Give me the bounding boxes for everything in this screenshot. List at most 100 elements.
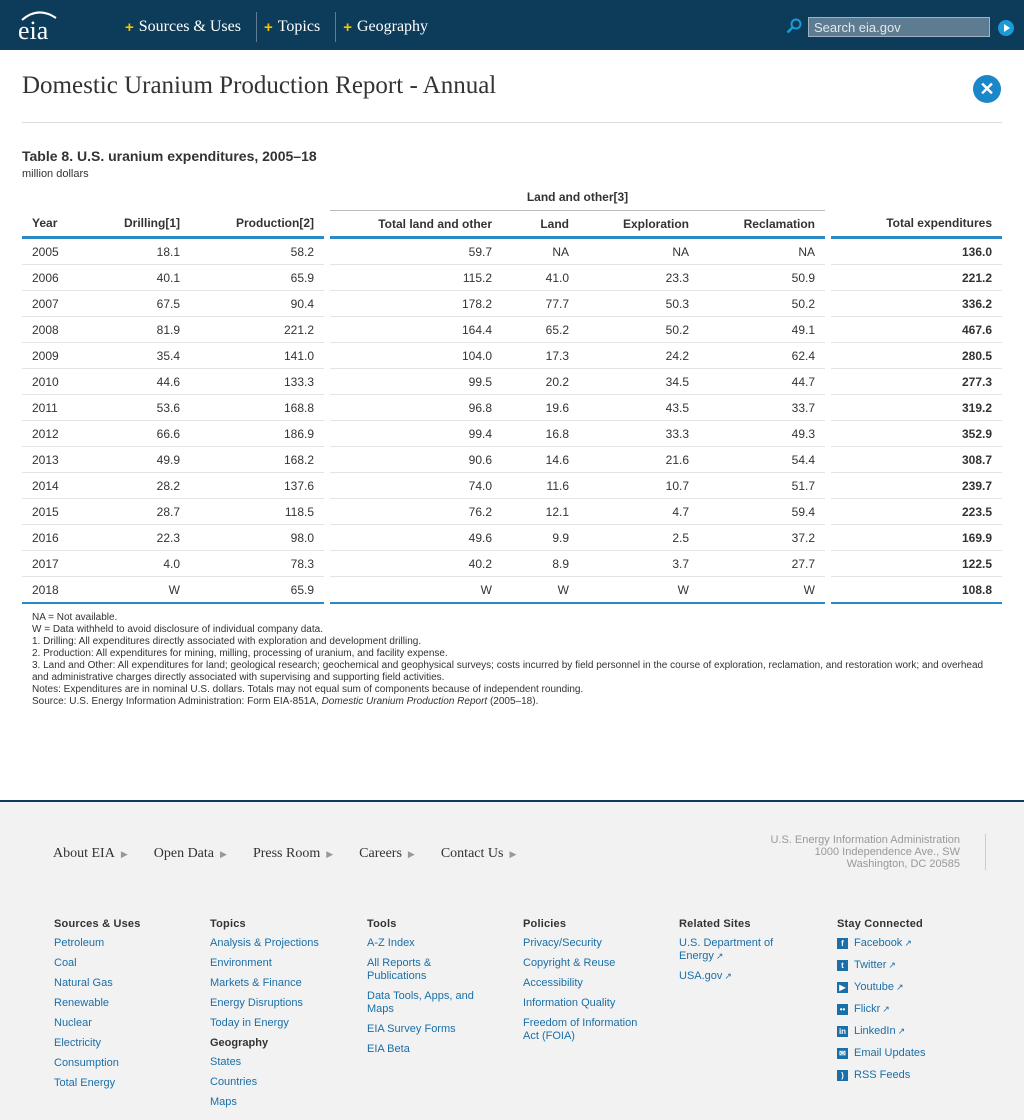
value-cell: 96.8 [330, 394, 502, 421]
footer-related-link[interactable]: USA.gov ↗ [679, 970, 789, 983]
footer-policies-link[interactable]: Information Quality [523, 997, 653, 1010]
top-navigation-bar: eia + Sources & Uses + Topics + Geography [0, 0, 1024, 50]
value-cell: 20.2 [502, 368, 579, 395]
close-button[interactable]: ✕ [973, 75, 1001, 103]
eia-logo[interactable]: eia [16, 6, 60, 45]
source-text: Source: U.S. Energy Information Administ… [32, 696, 322, 707]
value-cell: 81.9 [92, 316, 190, 343]
year-cell: 2008 [22, 316, 92, 343]
footer-link-label: Press Room [252, 846, 321, 861]
value-cell: 50.9 [699, 264, 825, 291]
social-link[interactable]: ▶ Youtube ↗ [837, 981, 977, 994]
value-cell: 51.7 [699, 472, 825, 499]
value-cell: NA [699, 237, 825, 265]
caret-right-icon: ▶ [220, 849, 227, 859]
note: 3. Land and Other: All expenditures for … [32, 660, 984, 683]
value-cell: 352.9 [831, 420, 1002, 447]
value-cell: W [330, 576, 502, 604]
value-cell: 66.6 [92, 420, 190, 447]
year-cell: 2012 [22, 420, 92, 447]
footer-topics-link[interactable]: Markets & Finance [210, 977, 350, 990]
link-label: Renewable [54, 997, 110, 1009]
value-cell: 16.8 [502, 420, 579, 447]
footer-sources-link[interactable]: Nuclear [54, 1017, 194, 1030]
footer-policies-link[interactable]: Freedom of Information Act (FOIA) [523, 1017, 653, 1043]
value-cell: 99.4 [330, 420, 502, 447]
footer-sources-link[interactable]: Total Energy [54, 1077, 194, 1090]
link-label: Consumption [54, 1057, 119, 1069]
table-row: 2005 18.1 58.2 59.7 NA NA NA 136.0 [22, 237, 1002, 265]
link-label: Email Updates [854, 1047, 926, 1059]
link-label: Petroleum [54, 937, 105, 949]
footer-sources-link[interactable]: Natural Gas [54, 977, 194, 990]
value-cell: 164.4 [330, 316, 502, 343]
external-link-icon: ↗ [895, 982, 904, 992]
source-note: Source: U.S. Energy Information Administ… [32, 696, 992, 708]
footer-policies-link[interactable]: Accessibility [523, 977, 653, 990]
footer-geography-link[interactable]: Maps [210, 1096, 350, 1109]
value-cell: 53.6 [92, 394, 190, 421]
footer-sources-link[interactable]: Coal [54, 957, 194, 970]
footer-link-contact[interactable]: Contact Us ▶ [441, 846, 517, 862]
note: Notes: Expenditures are in nominal U.S. … [32, 684, 584, 695]
footer-tools-link[interactable]: EIA Beta [367, 1043, 477, 1056]
footer-sources-link[interactable]: Electricity [54, 1037, 194, 1050]
footer-link-about[interactable]: About EIA ▶ [53, 846, 128, 862]
social-link[interactable]: f Facebook ↗ [837, 937, 977, 950]
link-label: Facebook [854, 937, 903, 949]
footer-policies-link[interactable]: Privacy/Security [523, 937, 653, 950]
value-cell: 43.5 [579, 394, 699, 421]
footer-link-open-data[interactable]: Open Data ▶ [154, 846, 227, 862]
caret-right-icon: ▶ [120, 849, 128, 859]
footer-tools-link[interactable]: EIA Survey Forms [367, 1023, 477, 1036]
footer-col-topics: Topics Analysis & Projections Environment… [210, 918, 350, 1116]
external-link-icon: ↗ [882, 1004, 890, 1014]
value-cell: 239.7 [831, 472, 1002, 499]
year-cell: 2011 [22, 394, 92, 421]
link-label: All Reports & Publications [367, 957, 432, 982]
search-submit-button[interactable] [998, 20, 1014, 36]
social-link[interactable]: t Twitter ↗ [837, 959, 977, 972]
footer-col-heading: Stay Connected [837, 918, 923, 930]
footer-topics-link[interactable]: Energy Disruptions [210, 997, 350, 1010]
nav-sources-uses[interactable]: + Sources & Uses [118, 12, 257, 42]
footer-link-careers[interactable]: Careers ▶ [359, 846, 415, 862]
footer-policies-link[interactable]: Copyright & Reuse [523, 957, 653, 970]
social-link[interactable]: in LinkedIn ↗ [837, 1025, 977, 1038]
social-link[interactable]: ✉ Email Updates [837, 1047, 977, 1060]
footer-related-link[interactable]: U.S. Department of Energy ↗ [679, 937, 789, 963]
footer-geography-link[interactable]: States [210, 1056, 350, 1069]
table-row: 2011 53.6 168.8 96.8 19.6 43.5 33.7 319.2 [22, 394, 1002, 421]
value-cell: 50.2 [579, 316, 699, 343]
footer-link-label: About EIA [53, 846, 115, 861]
footer-sources-link[interactable]: Renewable [54, 997, 194, 1010]
link-label: Privacy/Security [523, 937, 602, 949]
social-link[interactable]: •• Flickr ↗ [837, 1003, 977, 1016]
footer-tools-link[interactable]: Data Tools, Apps, and Maps [367, 990, 477, 1016]
external-link-icon: ↗ [888, 960, 896, 970]
footer-col-sources: Sources & Uses Petroleum Coal Natural Gas R… [54, 918, 194, 1097]
footer-sources-link[interactable]: Consumption [54, 1057, 194, 1070]
link-label: Information Quality [523, 997, 616, 1009]
footer-topics-link[interactable]: Today in Energy [210, 1017, 350, 1030]
table-title: Table 8. U.S. uranium expenditures, 2005… [22, 148, 317, 164]
nav-topics[interactable]: + Topics [257, 12, 337, 42]
divider [985, 834, 986, 870]
footer-topics-link[interactable]: Environment [210, 957, 350, 970]
value-cell: 137.6 [190, 472, 324, 499]
footer-geography-link[interactable]: Countries [210, 1076, 350, 1089]
footer-link-press-room[interactable]: Press Room ▶ [253, 846, 333, 862]
search-input[interactable] [808, 17, 990, 37]
value-cell: 108.8 [831, 576, 1002, 604]
value-cell: 90.6 [330, 446, 502, 473]
footer-sources-link[interactable]: Petroleum [54, 937, 194, 950]
footer-tools-link[interactable]: A-Z Index [367, 937, 477, 950]
value-cell: 65.9 [190, 264, 324, 291]
nav-geography[interactable]: + Geography [336, 12, 443, 42]
year-cell: 2010 [22, 368, 92, 395]
footer-tools-link[interactable]: All Reports & Publications [367, 957, 477, 983]
page-title: Domestic Uranium Production Report - Ann… [22, 72, 497, 99]
value-cell: NA [502, 237, 579, 265]
footer-topics-link[interactable]: Analysis & Projections [210, 937, 350, 950]
social-link[interactable]: ) RSS Feeds [837, 1069, 977, 1082]
